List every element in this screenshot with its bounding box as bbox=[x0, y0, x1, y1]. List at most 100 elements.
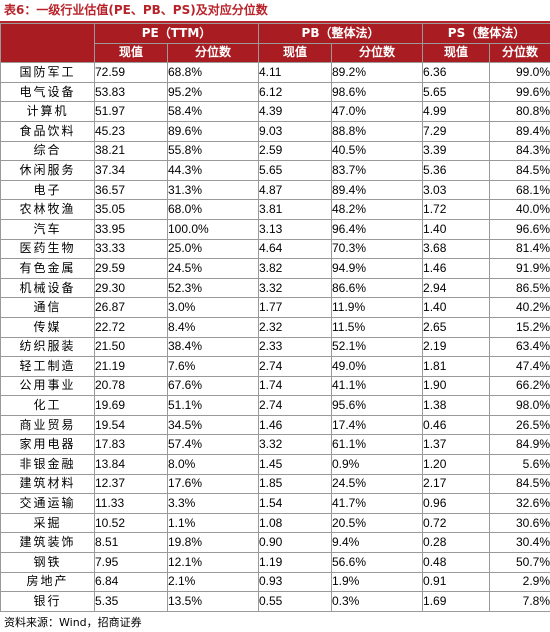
pb-percentile: 40.5% bbox=[330, 140, 424, 162]
pb-percentile: 61.1% bbox=[330, 434, 424, 456]
pe-percentile: 2.1% bbox=[167, 571, 259, 593]
industry-name: 建筑装饰 bbox=[0, 532, 95, 554]
pe-value: 21.19 bbox=[94, 356, 168, 377]
pe-value: 29.59 bbox=[94, 258, 168, 279]
pe-value: 12.37 bbox=[94, 473, 168, 495]
pe-percentile: 13.5% bbox=[167, 591, 259, 612]
industry-name: 通信 bbox=[0, 297, 95, 318]
pb-percentile: 70.3% bbox=[330, 238, 424, 260]
ps-value: 0.91 bbox=[422, 571, 491, 593]
ps-value: 3.03 bbox=[422, 179, 491, 201]
industry-name: 机械设备 bbox=[0, 277, 95, 299]
pe-percentile: 31.3% bbox=[167, 179, 259, 201]
table-row: 农林牧渔 35.05 68.0% 3.81 48.2% 1.72 40.0% bbox=[0, 199, 550, 220]
ps-percentile: 15.2% bbox=[489, 316, 550, 338]
ps-percentile: 68.1% bbox=[489, 179, 550, 201]
table-body: 国防军工 72.59 68.8% 4.11 89.2% 6.36 99.0% 电气设备 53.8… bbox=[0, 62, 550, 612]
pb-value: 0.55 bbox=[258, 591, 332, 612]
ps-percentile: 80.8% bbox=[489, 101, 550, 122]
pb-percentile: 20.5% bbox=[330, 512, 424, 534]
ps-value: 1.69 bbox=[422, 591, 491, 612]
pb-percentile: 41.1% bbox=[330, 375, 424, 397]
pb-value: 3.32 bbox=[258, 277, 332, 299]
pe-value: 33.33 bbox=[94, 238, 168, 260]
pb-value: 1.46 bbox=[258, 414, 332, 436]
ps-value: 0.72 bbox=[422, 512, 491, 534]
industry-name: 钢铁 bbox=[0, 552, 95, 573]
pb-percentile: 11.5% bbox=[330, 316, 424, 338]
pe-value: 38.21 bbox=[94, 140, 168, 162]
pb-percentile: 47.0% bbox=[330, 101, 424, 122]
table-row: 休闲服务 37.34 44.3% 5.65 83.7% 5.36 84.5% bbox=[0, 160, 550, 181]
ps-value: 2.19 bbox=[422, 336, 491, 358]
pe-value: 6.84 bbox=[94, 571, 168, 593]
pe-percentile: 38.4% bbox=[167, 336, 259, 358]
ps-percentile: 91.9% bbox=[489, 258, 550, 279]
header-pe-group: PE（TTM） bbox=[94, 23, 259, 44]
pb-percentile: 95.6% bbox=[330, 395, 424, 416]
pb-value: 6.12 bbox=[258, 81, 332, 103]
header-pb-percentile: 分位数 bbox=[330, 42, 424, 64]
pb-value: 4.11 bbox=[258, 62, 332, 83]
ps-percentile: 5.6% bbox=[489, 454, 550, 475]
header-ps-value: 现值 bbox=[422, 42, 491, 64]
header-industry-cell bbox=[0, 22, 95, 64]
pe-percentile: 68.8% bbox=[167, 62, 259, 83]
pb-value: 1.77 bbox=[258, 297, 332, 318]
table-row: 食品饮料 45.23 89.6% 9.03 88.8% 7.29 89.4% bbox=[0, 120, 550, 142]
ps-percentile: 86.5% bbox=[489, 277, 550, 299]
table-row: 轻工制造 21.19 7.6% 2.74 49.0% 1.81 47.4% bbox=[0, 356, 550, 377]
table-row: 计算机 51.97 58.4% 4.39 47.0% 4.99 80.8% bbox=[0, 101, 550, 122]
pe-percentile: 100.0% bbox=[167, 218, 259, 240]
pb-value: 3.13 bbox=[258, 218, 332, 240]
industry-name: 国防军工 bbox=[0, 62, 95, 83]
table-row: 非银金融 13.84 8.0% 1.45 0.9% 1.20 5.6% bbox=[0, 454, 550, 475]
pe-percentile: 1.1% bbox=[167, 512, 259, 534]
industry-name: 房地产 bbox=[0, 571, 95, 593]
pb-percentile: 48.2% bbox=[330, 199, 424, 220]
industry-name: 有色金属 bbox=[0, 258, 95, 279]
pe-value: 11.33 bbox=[94, 493, 168, 514]
table-row: 商业贸易 19.54 34.5% 1.46 17.4% 0.46 26.5% bbox=[0, 414, 550, 436]
pb-percentile: 86.6% bbox=[330, 277, 424, 299]
pb-percentile: 89.4% bbox=[330, 179, 424, 201]
table-row: 采掘 10.52 1.1% 1.08 20.5% 0.72 30.6% bbox=[0, 512, 550, 534]
pe-percentile: 89.6% bbox=[167, 120, 259, 142]
pe-value: 21.50 bbox=[94, 336, 168, 358]
header-ps-percentile: 分位数 bbox=[489, 42, 550, 64]
industry-name: 纺织服装 bbox=[0, 336, 95, 358]
header-group-row: PE（TTM） PB（整体法） PS（整体法） bbox=[0, 22, 550, 64]
pe-percentile: 8.4% bbox=[167, 316, 259, 338]
pe-percentile: 67.6% bbox=[167, 375, 259, 397]
table-row: 传媒 22.72 8.4% 2.32 11.5% 2.65 15.2% bbox=[0, 316, 550, 338]
ps-value: 1.81 bbox=[422, 356, 491, 377]
ps-value: 0.96 bbox=[422, 493, 491, 514]
pe-value: 72.59 bbox=[94, 62, 168, 83]
ps-percentile: 47.4% bbox=[489, 356, 550, 377]
ps-percentile: 66.2% bbox=[489, 375, 550, 397]
pe-value: 7.95 bbox=[94, 552, 168, 573]
pe-value: 36.57 bbox=[94, 179, 168, 201]
pe-percentile: 58.4% bbox=[167, 101, 259, 122]
industry-name: 采掘 bbox=[0, 512, 95, 534]
pe-value: 35.05 bbox=[94, 199, 168, 220]
pe-percentile: 95.2% bbox=[167, 81, 259, 103]
pe-value: 19.54 bbox=[94, 414, 168, 436]
industry-name: 交通运输 bbox=[0, 493, 95, 514]
industry-name: 农林牧渔 bbox=[0, 199, 95, 220]
pe-value: 20.78 bbox=[94, 375, 168, 397]
table-row: 电气设备 53.83 95.2% 6.12 98.6% 5.65 99.6% bbox=[0, 81, 550, 103]
table-caption: 表6：一级行业估值(PE、PB、PS)及对应分位数 bbox=[4, 3, 268, 17]
ps-value: 1.40 bbox=[422, 218, 491, 240]
pe-value: 33.95 bbox=[94, 218, 168, 240]
header-pb-value: 现值 bbox=[258, 42, 332, 64]
pe-percentile: 24.5% bbox=[167, 258, 259, 279]
header-sub-row: 现值 分位数 现值 分位数 现值 分位数 bbox=[1, 42, 550, 64]
pb-percentile: 88.8% bbox=[330, 120, 424, 142]
ps-value: 3.68 bbox=[422, 238, 491, 260]
pb-percentile: 98.6% bbox=[330, 81, 424, 103]
pb-value: 4.64 bbox=[258, 238, 332, 260]
ps-value: 2.94 bbox=[422, 277, 491, 299]
ps-value: 5.65 bbox=[422, 81, 491, 103]
pb-percentile: 41.7% bbox=[330, 493, 424, 514]
